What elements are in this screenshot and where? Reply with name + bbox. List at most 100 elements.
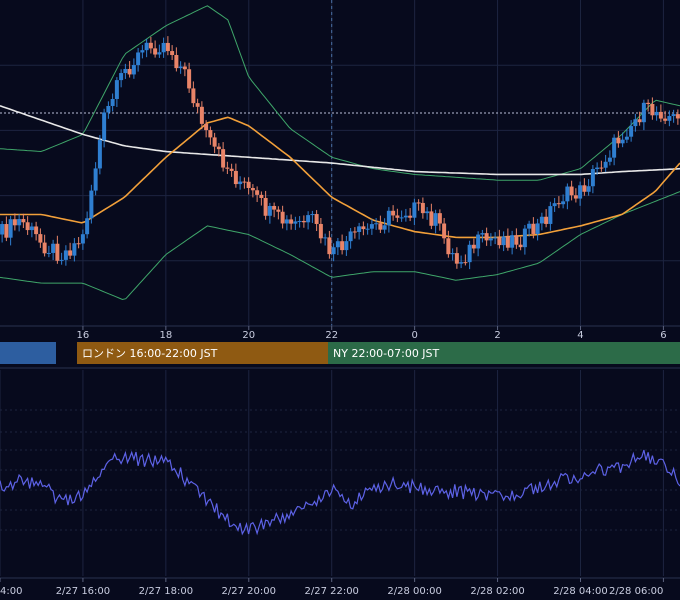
- candle-body: [599, 167, 604, 169]
- candle-body: [374, 223, 379, 225]
- candle-body: [429, 211, 434, 226]
- candle-body: [459, 262, 464, 264]
- candle-body: [522, 228, 527, 248]
- candle-body: [408, 215, 413, 218]
- x-tick-label: 2/27 20:00: [222, 586, 276, 597]
- candle-body: [34, 226, 39, 235]
- candle-body: [365, 228, 370, 230]
- candle-body: [590, 169, 595, 187]
- candle-body: [38, 234, 43, 243]
- candle-body: [323, 237, 328, 239]
- candle-body: [514, 235, 519, 245]
- candle-body: [561, 201, 566, 205]
- candle-body: [89, 190, 94, 219]
- candle-body: [187, 69, 192, 89]
- x-tick-label: 2/27 18:00: [139, 586, 193, 597]
- candle-body: [493, 237, 498, 239]
- candle-body: [403, 215, 408, 218]
- candle-body: [0, 224, 5, 235]
- candle-body: [246, 181, 251, 188]
- candle-body: [199, 106, 204, 124]
- x-tick-label: 2: [494, 330, 500, 341]
- x-tick-label: 2/28 06:00: [609, 586, 663, 597]
- session-ny-block: [328, 342, 680, 364]
- candle-body: [650, 103, 655, 116]
- candle-body: [629, 126, 634, 137]
- candle-body: [344, 241, 349, 251]
- candle-body: [641, 102, 646, 123]
- candle-body: [182, 66, 187, 70]
- candle-body: [191, 88, 196, 104]
- candle-body: [259, 194, 264, 198]
- candle-body: [658, 111, 663, 119]
- candle-body: [433, 213, 438, 226]
- candle-body: [297, 220, 302, 222]
- candle-body: [161, 42, 166, 53]
- session-bar: ロンドン 16:00-22:00 JST NY 22:00-07:00 JST: [0, 342, 680, 364]
- candle-body: [68, 250, 73, 256]
- candle-body: [382, 225, 387, 230]
- candle-body: [467, 244, 472, 263]
- candle-body: [340, 241, 345, 251]
- x-tick-label: 0: [411, 330, 417, 341]
- candle-body: [110, 98, 115, 106]
- candle-body: [55, 243, 60, 261]
- candle-body: [395, 215, 400, 218]
- candle-body: [527, 223, 532, 229]
- oscillator-panel: [0, 370, 680, 576]
- candle-body: [361, 226, 366, 230]
- candle-body: [276, 209, 281, 212]
- candle-body: [595, 167, 600, 170]
- x-tick-label: 2/27 16:00: [56, 586, 110, 597]
- candle-body: [46, 252, 51, 254]
- candle-body: [531, 223, 536, 234]
- candle-body: [476, 234, 481, 249]
- candle-body: [548, 206, 553, 224]
- candle-body: [21, 219, 26, 223]
- x-tick-label: 4:00: [0, 586, 22, 597]
- candle-body: [671, 114, 676, 117]
- candle-body: [335, 241, 340, 248]
- candle-body: [539, 216, 544, 224]
- candle-body: [454, 253, 459, 264]
- moving-average-short: [0, 116, 680, 239]
- candle-body: [148, 42, 153, 49]
- candle-body: [505, 236, 510, 248]
- candle-body: [208, 130, 213, 138]
- bollinger-bands: [0, 5, 680, 301]
- candle-body: [463, 262, 468, 264]
- x-tick-label: 16: [77, 330, 90, 341]
- x-tick-label: 2/28 04:00: [553, 586, 607, 597]
- candle-body: [369, 224, 374, 229]
- candle-body: [488, 238, 493, 241]
- candle-body: [242, 181, 247, 183]
- candle-body: [12, 219, 17, 226]
- candle-body: [284, 219, 289, 224]
- candle-body: [310, 214, 315, 216]
- candle-body: [612, 137, 617, 158]
- bollinger-upper: [0, 5, 680, 181]
- candle-body: [480, 233, 485, 235]
- candle-body: [497, 237, 502, 246]
- candle-body: [603, 161, 608, 168]
- session-ny-label: NY 22:00-07:00 JST: [333, 347, 440, 360]
- moving-average-long: [0, 105, 680, 176]
- candle-body: [327, 237, 332, 255]
- session-london-label: ロンドン 16:00-22:00 JST: [82, 347, 218, 360]
- x-tick-label: 2/27 22:00: [304, 586, 358, 597]
- candle-body: [140, 50, 145, 53]
- candle-body: [450, 253, 455, 255]
- candle-body: [267, 205, 272, 216]
- candle-body: [170, 51, 175, 56]
- candle-body: [633, 119, 638, 127]
- bollinger-lower: [0, 191, 680, 301]
- candle-body: [102, 112, 107, 141]
- session-london-block: [77, 342, 328, 364]
- candle-body: [280, 211, 285, 224]
- candle-body: [578, 185, 583, 199]
- candle-body: [318, 223, 323, 239]
- session-tokyo-block: [0, 342, 56, 364]
- candle-body: [216, 146, 221, 150]
- candle-body: [471, 244, 476, 249]
